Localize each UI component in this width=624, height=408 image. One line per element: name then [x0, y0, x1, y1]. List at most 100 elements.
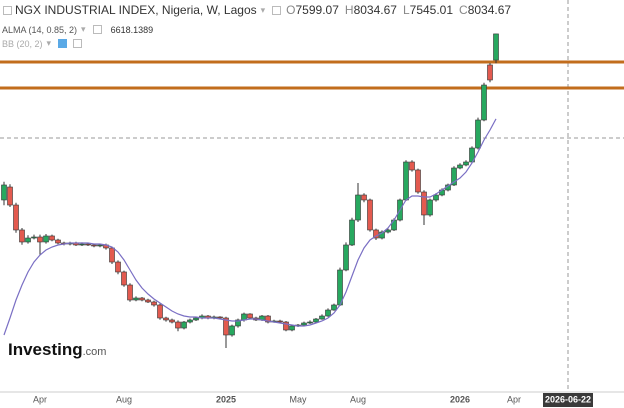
candle-body [175, 321, 181, 329]
candle-body [301, 322, 307, 326]
dropdown[interactable]: ▾ [46, 38, 52, 48]
candle-body [325, 309, 331, 317]
x-tick-label: May [289, 394, 307, 404]
dropdown[interactable]: ▾ [81, 24, 86, 34]
alma-value: 6618.1389 [110, 24, 154, 35]
candle-body [313, 318, 319, 323]
candle-body [49, 235, 55, 241]
x-tick-label: Apr [507, 394, 521, 404]
candle-body [181, 321, 187, 329]
logo-suffix: .com [82, 346, 107, 358]
candle-body [7, 186, 13, 206]
candle-body [433, 194, 439, 201]
candle-body [121, 271, 127, 286]
c-label: C [459, 3, 468, 17]
candle-body [427, 199, 433, 216]
x-tick-label: 2026 [450, 394, 470, 404]
settings-icon[interactable] [73, 39, 83, 48]
candle-body [187, 319, 193, 323]
logo-brand: Investing [8, 340, 83, 359]
candle-body [229, 325, 235, 336]
candle-body [457, 164, 463, 169]
candle-body [265, 315, 271, 323]
candle-body [247, 313, 253, 319]
candle-body [193, 317, 199, 321]
candle-body [55, 239, 61, 244]
candle-body [361, 194, 367, 201]
overlay-line [3, 118, 497, 336]
candle-body [481, 84, 487, 121]
eye-icon[interactable] [92, 25, 102, 34]
candle-body [19, 229, 25, 243]
candle-body [31, 236, 37, 239]
candle-body [85, 243, 91, 246]
eye-icon[interactable] [58, 39, 68, 48]
candle-body [169, 319, 175, 323]
candle-body [319, 315, 325, 320]
candle-body [223, 317, 229, 336]
settings-icon[interactable] [272, 5, 282, 15]
candle-body [109, 247, 115, 263]
candle-body [379, 231, 385, 239]
open-value: 7599.07 [295, 3, 339, 17]
candle-body [463, 161, 469, 166]
candle-body [151, 301, 157, 306]
candle-body [13, 204, 19, 231]
candle-body [373, 229, 379, 239]
candle-body [91, 244, 97, 247]
bb-name: BB (20, 2) [2, 38, 43, 49]
candle-body [163, 317, 169, 321]
candle-body [343, 244, 349, 271]
candle-body [217, 316, 223, 319]
dropdown[interactable]: ▾ [260, 4, 266, 15]
candle-body [337, 269, 343, 306]
x-tick-label: Aug [116, 394, 132, 404]
crosshair-label: 2026-06-22 [545, 394, 591, 404]
chart-title: NGX INDUSTRIAL INDEX, Nigeria, W, Lagos [15, 3, 257, 17]
candle-body [487, 64, 493, 81]
candle-body [157, 304, 163, 319]
candle-body [475, 119, 481, 149]
candle-body [415, 169, 421, 193]
candle-body [133, 297, 139, 301]
candle-body [127, 284, 133, 301]
candle-body [349, 219, 355, 246]
candle-body [493, 33, 499, 61]
candle-body [25, 237, 31, 243]
l-label: L [402, 3, 410, 17]
candle-body [367, 199, 373, 231]
candle-body [79, 243, 85, 246]
logo: Investing.com [8, 340, 106, 360]
candle-body [409, 161, 415, 171]
candle-body [289, 325, 295, 331]
candle-body [283, 321, 289, 331]
x-tick-label: 2025 [216, 394, 236, 404]
candle-body [139, 297, 145, 301]
candle-body [37, 236, 43, 243]
candle-body [145, 299, 151, 303]
high-value: 8034.67 [353, 3, 397, 17]
low-value: 7545.01 [409, 3, 454, 17]
o-label: O [286, 3, 296, 17]
alma-legend: ALMA (14, 0.85, 2) ▾ 6618.1389 [2, 24, 153, 35]
x-tick-label: Aug [350, 394, 366, 404]
candle-body [1, 184, 7, 201]
candle-body [421, 191, 427, 216]
close-value: 8034.67 [467, 3, 512, 17]
candle-body [43, 235, 49, 243]
candle-body [277, 320, 283, 323]
crosshair-label-box [543, 393, 593, 407]
x-tick-label: Apr [33, 394, 47, 404]
candle-body [451, 167, 457, 186]
candle-body [355, 194, 361, 221]
candle-body [331, 304, 337, 311]
candle-body [115, 261, 121, 273]
collapse-icon[interactable] [3, 5, 12, 15]
h-label: H [344, 3, 354, 17]
candle-body [241, 313, 247, 321]
header: NGX INDUSTRIAL INDEX, Nigeria, W, Lagos … [0, 3, 511, 17]
candle-body [307, 321, 313, 324]
candle-body [97, 244, 103, 247]
